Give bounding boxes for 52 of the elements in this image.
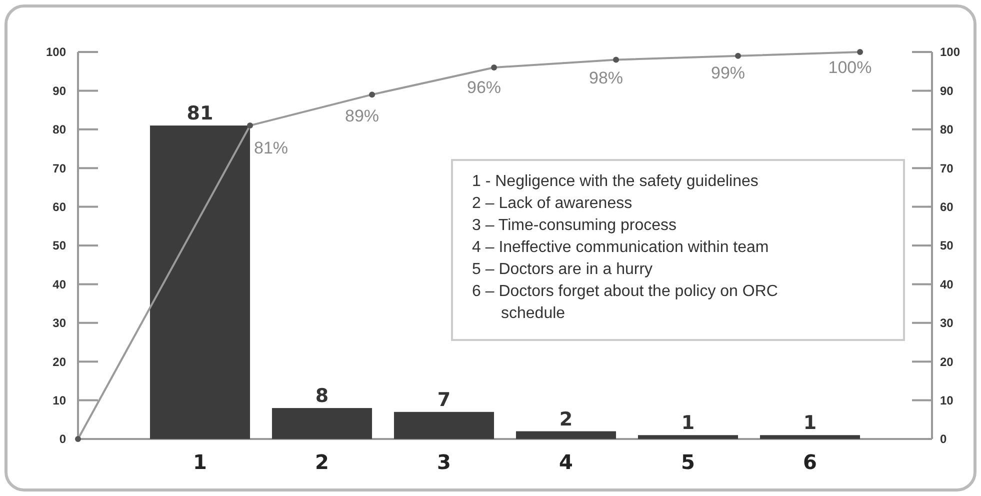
data-label: 96% — [467, 78, 502, 97]
bar — [272, 408, 372, 439]
bar — [394, 412, 494, 439]
annotation: 6 – Doctors forget about the policy on ORC schedule — [472, 283, 778, 322]
x-tick-label: 3 — [437, 450, 451, 474]
annotation: 1 - Negligence with the safety guidelines — [472, 173, 758, 190]
data-label: 2 — [559, 408, 573, 430]
data-label: 7 — [437, 388, 451, 411]
data-label: 100% — [828, 58, 872, 77]
data-label: 89% — [345, 106, 380, 126]
y-tick-label: 40 — [52, 277, 66, 292]
y-tick-label: 90 — [52, 84, 66, 98]
y2-tick-label: 80 — [940, 122, 954, 137]
data-label: 1 — [681, 412, 695, 434]
y-tick-label: 30 — [52, 316, 66, 330]
y2-tick-label: 20 — [940, 354, 954, 369]
x-tick-label: 1 — [193, 450, 207, 474]
annotation: 4 – Ineffective communication within team — [472, 239, 769, 256]
x-tick-label: 5 — [681, 450, 695, 474]
y-tick-label: 80 — [52, 122, 66, 137]
y-tick-label: 60 — [52, 200, 66, 214]
y2-tick-label: 50 — [940, 238, 954, 253]
data-label: 8 — [315, 385, 329, 408]
y2-tick-label: 40 — [940, 277, 954, 292]
annotation: 3 – Time-consuming process — [472, 217, 677, 234]
data-label: 98% — [589, 68, 624, 88]
y-tick-label: 20 — [52, 354, 66, 369]
y2-tick-label: 0 — [940, 432, 947, 446]
data-label: 99% — [711, 63, 746, 82]
y-tick-label: 50 — [52, 238, 66, 253]
x-tick-label: 4 — [559, 450, 573, 474]
bar — [150, 126, 250, 439]
y-tick-label: 0 — [59, 432, 66, 446]
annotation: 2 – Lack of awareness — [472, 195, 632, 212]
y2-tick-label: 90 — [940, 84, 954, 98]
bar — [638, 435, 738, 439]
bar — [516, 431, 616, 439]
y2-tick-label: 70 — [940, 161, 954, 176]
y2-tick-label: 60 — [940, 200, 954, 214]
y-tick-label: 70 — [52, 161, 66, 176]
bar — [760, 435, 860, 439]
x-tick-label: 6 — [803, 450, 817, 474]
annotation: 5 – Doctors are in a hurry — [472, 261, 653, 278]
y-tick-label: 10 — [52, 394, 66, 408]
data-label: 81% — [254, 138, 288, 158]
y2-tick-label: 10 — [940, 394, 954, 408]
data-label: 1 — [803, 412, 817, 434]
y-tick-label: 100 — [46, 45, 66, 60]
y2-tick-label: 100 — [940, 45, 960, 60]
y2-tick-label: 30 — [940, 316, 954, 330]
x-tick-label: 2 — [315, 450, 329, 474]
data-label: 81 — [186, 102, 214, 125]
